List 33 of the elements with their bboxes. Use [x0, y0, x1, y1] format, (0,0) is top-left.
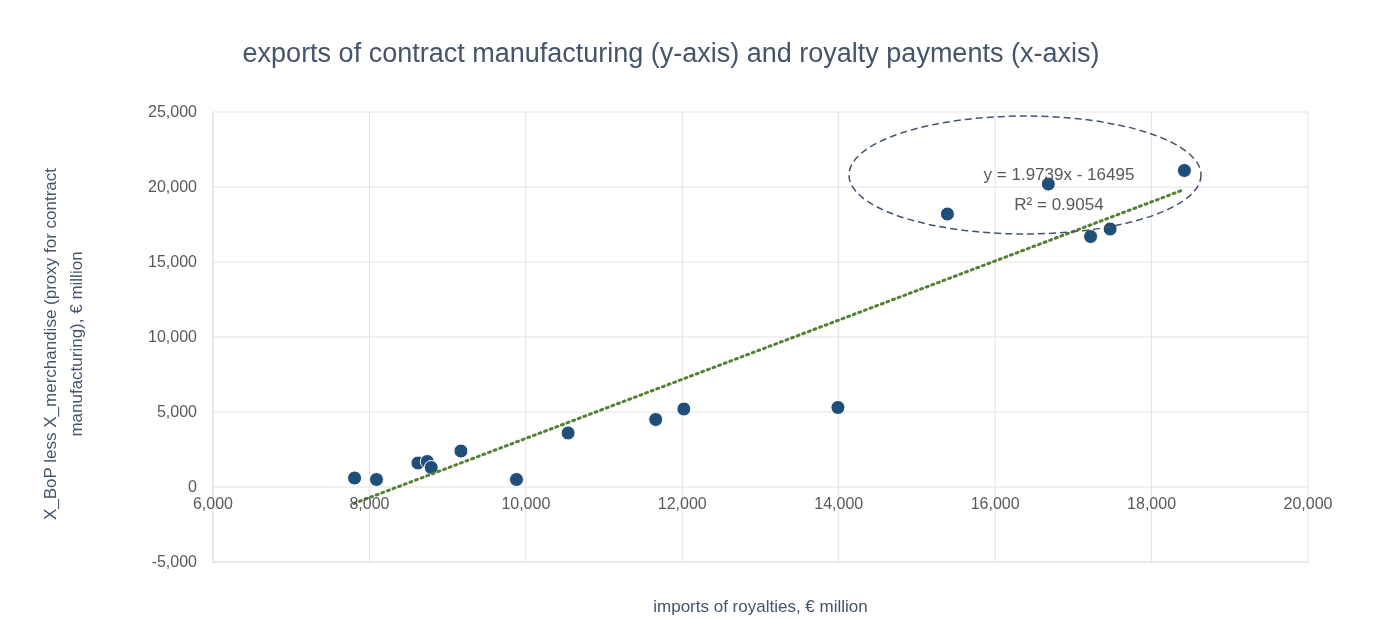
point [368, 472, 384, 487]
annotation: y = 1.9739x - 16495 [982, 164, 1136, 186]
y-tick-label: 5,000 [156, 403, 198, 420]
x-tick-label: 16,000 [970, 495, 1020, 512]
y-tick-label: 25,000 [148, 103, 198, 120]
point [1083, 229, 1099, 244]
point [560, 425, 576, 441]
point [676, 401, 692, 417]
x-tick-label: 12,000 [657, 495, 707, 512]
point [648, 412, 664, 427]
x-axis-title: imports of royalties, € million [653, 597, 868, 616]
point [347, 470, 363, 486]
y-tick-label: -5,000 [151, 553, 198, 570]
x-tick-label: 20,000 [1283, 495, 1333, 512]
x-tick-label: 8,000 [349, 495, 390, 512]
point [1176, 163, 1192, 178]
chart-title: exports of contract manufacturing (y-axis) and royalty payments (x-axis) [241, 38, 1101, 69]
point [830, 400, 846, 415]
y-tick-label: 0 [188, 478, 198, 495]
x-tick-label: 14,000 [814, 495, 864, 512]
y-axis-title: X_BoP less X_merchandise (proxy for contract manufacturing), € million [40, 166, 87, 523]
point [939, 206, 955, 222]
y-tick-label: 20,000 [148, 178, 198, 195]
point [453, 443, 469, 459]
x-tick-label: 6,000 [192, 495, 234, 512]
point [508, 472, 524, 487]
point [423, 460, 439, 475]
point [1102, 221, 1118, 237]
x-tick-label: 10,000 [501, 495, 551, 512]
y-tick-label: 10,000 [148, 328, 198, 345]
x-tick-label: 18,000 [1127, 495, 1177, 512]
annotation: R² = 0.9054 [1013, 194, 1105, 216]
y-tick-label: 15,000 [148, 253, 198, 270]
